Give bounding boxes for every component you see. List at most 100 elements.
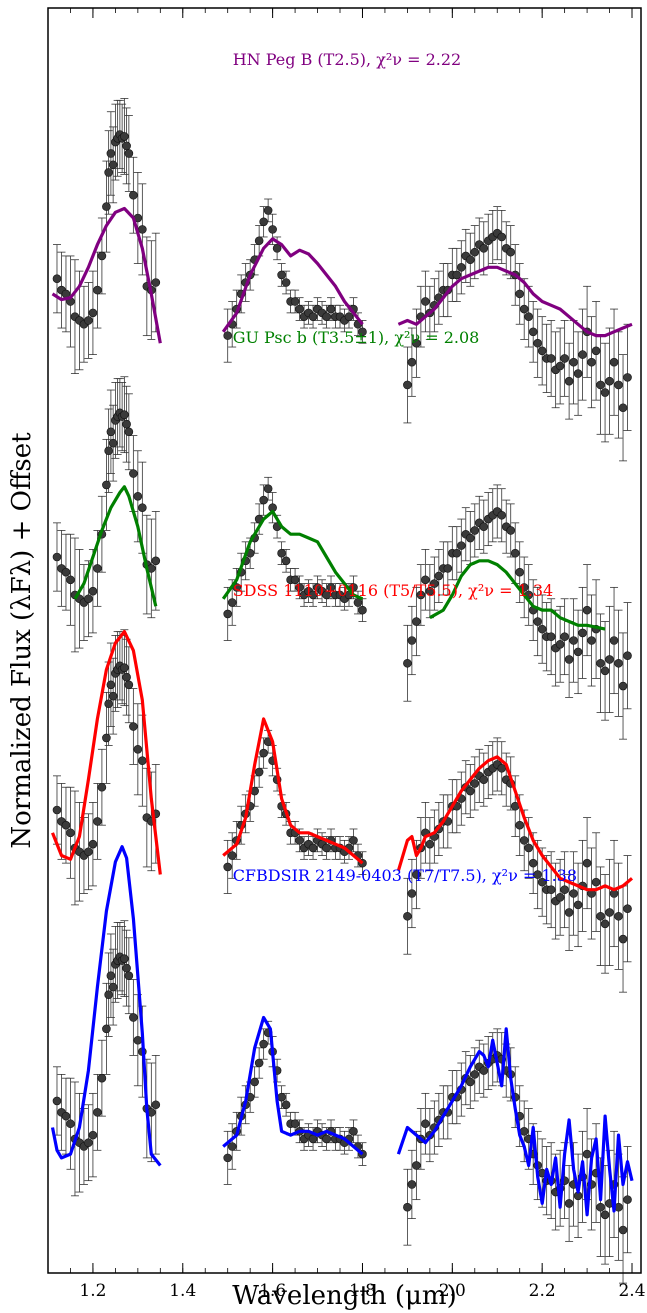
data-point bbox=[223, 609, 232, 619]
data-point bbox=[582, 858, 592, 868]
data-point bbox=[84, 847, 93, 857]
data-point bbox=[497, 763, 507, 773]
data-point bbox=[124, 680, 134, 690]
data-point bbox=[227, 851, 237, 860]
x-tick-label: 2.4 bbox=[618, 1281, 645, 1301]
data-point bbox=[479, 244, 489, 253]
data-point bbox=[582, 605, 592, 615]
data-point bbox=[623, 651, 632, 660]
data-point bbox=[124, 149, 134, 158]
data-point bbox=[537, 624, 547, 634]
data-point bbox=[108, 691, 118, 701]
data-point bbox=[104, 168, 113, 177]
data-point bbox=[596, 380, 605, 390]
data-point bbox=[349, 836, 358, 845]
data-point bbox=[403, 1202, 412, 1212]
model-line bbox=[222, 717, 364, 865]
data-point bbox=[596, 658, 605, 668]
data-point bbox=[120, 954, 129, 963]
series-4 bbox=[50, 845, 634, 1284]
data-point bbox=[326, 583, 336, 592]
series-label: SDSS 1110+0116 (T5/T5.5), χ²ν = 1.34 bbox=[233, 581, 554, 600]
data-point bbox=[591, 877, 601, 887]
data-point bbox=[124, 427, 134, 437]
data-point bbox=[120, 410, 129, 419]
data-point bbox=[290, 1119, 300, 1129]
data-point bbox=[322, 590, 331, 600]
data-point bbox=[138, 503, 147, 512]
data-point bbox=[263, 484, 273, 494]
data-point bbox=[605, 376, 614, 386]
data-point bbox=[560, 632, 569, 642]
data-point bbox=[470, 247, 480, 257]
x-tick-label: 1.8 bbox=[349, 1281, 376, 1301]
data-point bbox=[66, 575, 75, 585]
data-point bbox=[358, 605, 367, 615]
data-point bbox=[412, 870, 421, 879]
data-point bbox=[84, 594, 93, 604]
data-point bbox=[122, 672, 131, 682]
data-point bbox=[403, 658, 412, 668]
data-point bbox=[151, 278, 161, 287]
data-point bbox=[412, 617, 421, 626]
data-point bbox=[452, 270, 462, 280]
data-point bbox=[609, 636, 619, 645]
data-point bbox=[93, 285, 102, 295]
data-point bbox=[84, 1138, 93, 1148]
data-point bbox=[519, 1127, 529, 1136]
data-point bbox=[506, 526, 516, 535]
data-point bbox=[465, 255, 475, 265]
data-point bbox=[605, 908, 614, 917]
data-point bbox=[609, 357, 619, 367]
data-point bbox=[108, 982, 118, 992]
data-point bbox=[151, 1100, 161, 1110]
data-point bbox=[618, 934, 628, 944]
data-point bbox=[618, 1225, 628, 1235]
data-point bbox=[560, 354, 569, 363]
series-3 bbox=[51, 629, 634, 993]
data-point bbox=[122, 141, 131, 151]
data-point bbox=[93, 564, 102, 573]
data-point bbox=[52, 274, 62, 284]
data-point bbox=[596, 911, 605, 921]
data-point bbox=[290, 297, 300, 306]
x-tick-label: 2.2 bbox=[529, 1281, 556, 1301]
data-point bbox=[326, 304, 336, 314]
data-point bbox=[290, 575, 300, 585]
data-point bbox=[223, 1153, 232, 1163]
data-point bbox=[600, 388, 610, 397]
data-point bbox=[254, 236, 264, 246]
x-tick-label: 1.2 bbox=[79, 1281, 106, 1301]
series-labels: HN Peg B (T2.5), χ²ν = 2.22 GU Psc b (T3.… bbox=[233, 50, 577, 885]
model-line bbox=[221, 237, 364, 333]
data-point bbox=[104, 446, 113, 456]
x-tick-label: 1.6 bbox=[259, 1281, 286, 1301]
data-point bbox=[403, 380, 412, 390]
data-point bbox=[555, 639, 565, 649]
model-line bbox=[221, 509, 364, 601]
data-point bbox=[519, 836, 529, 845]
data-point bbox=[61, 1111, 71, 1121]
data-point bbox=[519, 304, 529, 314]
data-point bbox=[618, 681, 628, 691]
data-point bbox=[564, 376, 574, 386]
data-point bbox=[104, 990, 113, 1000]
model-line bbox=[396, 1027, 634, 1217]
data-point bbox=[537, 877, 547, 887]
data-point bbox=[465, 1077, 475, 1087]
data-point bbox=[308, 590, 318, 600]
data-point bbox=[510, 548, 520, 558]
data-point bbox=[605, 655, 614, 664]
data-point bbox=[129, 722, 138, 731]
data-point bbox=[537, 346, 547, 356]
data-point bbox=[524, 843, 533, 853]
data-point bbox=[515, 820, 525, 830]
data-point bbox=[425, 839, 435, 849]
data-point bbox=[259, 1039, 268, 1049]
data-point bbox=[497, 510, 507, 520]
data-point bbox=[407, 636, 417, 645]
data-point bbox=[506, 247, 516, 257]
model-line bbox=[51, 629, 162, 875]
data-point bbox=[457, 263, 466, 272]
